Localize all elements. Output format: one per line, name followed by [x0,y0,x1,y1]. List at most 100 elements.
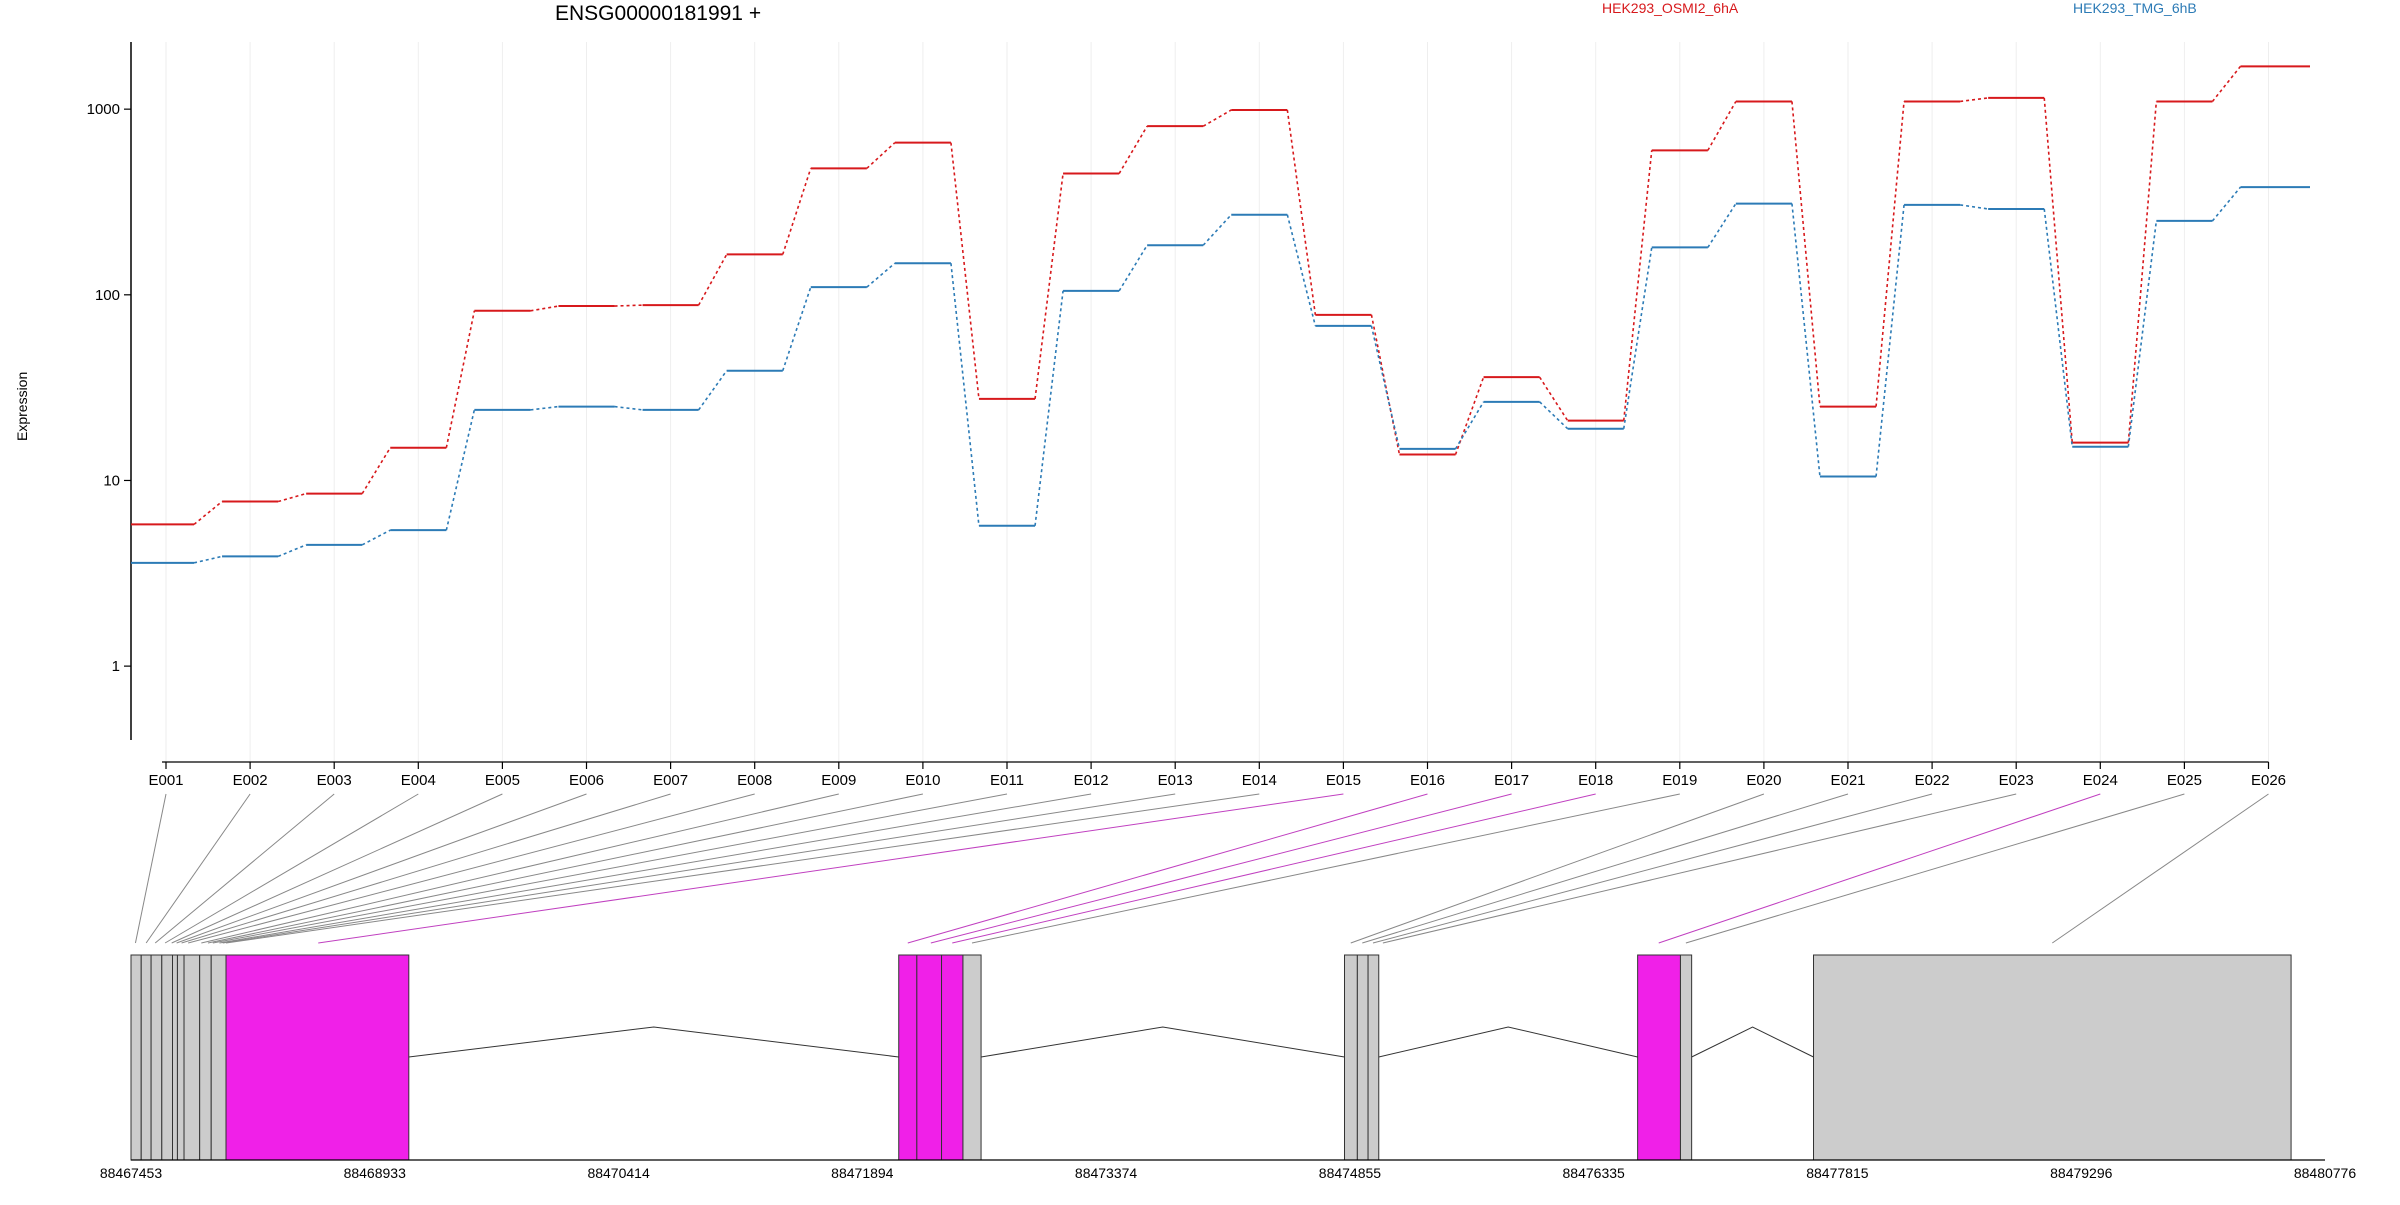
series-transition [1707,101,1737,151]
series-transition [614,304,643,307]
x-tick-label: E026 [2251,772,2286,789]
exon-connector [219,793,1092,944]
exon-connector [176,793,587,944]
genomic-tick-label: 88474855 [1319,1165,1382,1181]
series-transition [1539,401,1569,430]
exon-connector [154,793,335,944]
genomic-tick-label: 88473374 [1075,1165,1138,1181]
x-tick-label: E006 [569,772,604,789]
exon [1679,954,1693,1161]
exon-connector [181,793,671,944]
exon-connector [2052,793,2269,944]
genomic-tick-label: 88470414 [587,1165,650,1181]
exon-connector [201,793,839,944]
vertical-gridlines [165,42,2269,762]
series-transition [1118,244,1148,292]
series-transition [1118,125,1148,174]
series-HEK293_OSMI2_6hA [131,65,2310,526]
exon-connector [207,793,924,944]
legend-entry-tmg: HEK293_TMG_6hB [2073,0,2197,16]
x-axis: E001 E002 E003 E004 E005 E006 E007 E008 E009 E010… [148,761,2286,789]
series-transition [2211,186,2242,222]
series-transition [1875,204,1905,477]
series-transition [1034,290,1064,526]
exon-connector [164,793,419,944]
highlighted-exon [898,954,918,1161]
genomic-axis: 88467453 88468933 88470414 88471894 88473374… [100,1165,2357,1181]
series-transition [950,263,980,526]
series-transition [361,529,391,546]
x-tick-label: E012 [1074,772,1109,789]
series-transition [530,405,559,411]
exon [140,954,152,1161]
legend-entry-osmi2: HEK293_OSMI2_6hA [1602,0,1739,16]
intron-line [980,1026,1345,1058]
series-transition [1622,247,1653,429]
genomic-tick-label: 88476335 [1563,1165,1626,1181]
x-tick-label: E014 [1242,772,1277,789]
series-transition [1960,204,1989,210]
exon-connector [134,793,167,944]
series-transition [277,492,307,503]
genomic-tick-label: 88479296 [2050,1165,2113,1181]
exon-connector [188,793,755,944]
genomic-tick-label: 88467453 [100,1165,163,1181]
exon-connector [318,793,1344,944]
series-transition [2127,101,2158,443]
x-tick-label: E018 [1578,772,1613,789]
series-transition [445,409,476,531]
exon [1813,954,2292,1161]
chart-title: ENSG00000181991 + [555,2,762,25]
x-tick-label: E004 [401,772,436,789]
x-tick-label: E005 [485,772,520,789]
x-tick-label: E008 [737,772,772,789]
exon-connector [1658,793,2101,944]
series-transition [1286,109,1317,315]
series-transition [1707,203,1737,248]
series-transition [697,370,728,411]
x-tick-label: E021 [1830,772,1865,789]
x-tick-label: E024 [2083,772,2118,789]
exon-connector [907,793,1428,944]
series-HEK293_TMG_6hB [131,186,2310,564]
x-tick-label: E023 [1999,772,2034,789]
exon-connector [1362,793,1849,944]
series-transition [1454,401,1485,450]
intron-line [408,1026,899,1058]
highlighted-exon [916,954,943,1161]
genomic-tick-label: 88468933 [344,1165,407,1181]
intron-line [1691,1026,1814,1058]
exon [161,954,173,1161]
series-transition [530,305,559,312]
series-transition [1286,214,1317,327]
series-transition [2043,208,2074,447]
x-tick-label: E007 [653,772,688,789]
exon [176,954,185,1161]
x-tick-label: E009 [821,772,856,789]
series-transition [1875,101,1905,407]
exon [183,954,201,1161]
genomic-tick-label: 88480776 [2294,1165,2357,1181]
gene-model [130,954,2325,1161]
y-axis: 1 10 100 1000 [87,42,132,740]
series-transition [866,142,896,169]
series-transition [614,405,643,411]
series-transition [193,555,223,564]
y-axis-label: Expression [14,371,30,441]
exon-connector [1382,793,2017,944]
exon-connector [971,793,1680,944]
exon [962,954,982,1161]
exon [130,954,142,1161]
x-tick-label: E025 [2167,772,2202,789]
series-transition [697,254,728,306]
y-tick-label: 10 [103,472,120,489]
x-tick-label: E017 [1494,772,1529,789]
exon-connector [1350,793,1765,944]
exon-connector [145,793,251,944]
highlighted-exon [1637,954,1681,1161]
series-transition [2211,65,2242,102]
series-transition [1622,150,1653,421]
exon-connector [225,793,1260,944]
